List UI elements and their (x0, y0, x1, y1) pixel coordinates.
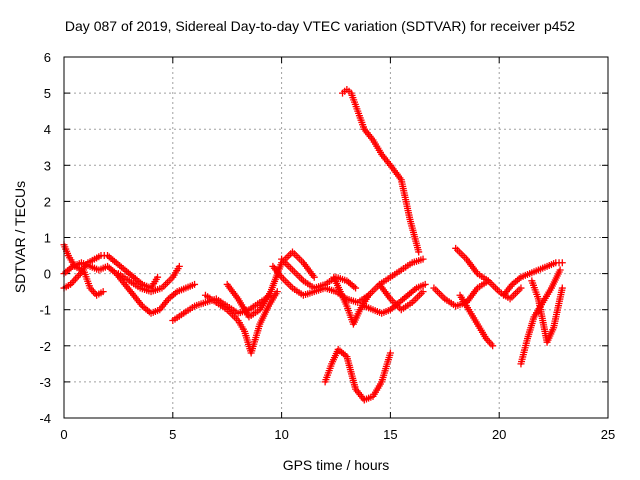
data-point (419, 288, 427, 296)
x-tick-label: 25 (601, 427, 615, 442)
data-point (99, 288, 107, 296)
data-point (365, 291, 373, 299)
x-tick-label: 15 (383, 427, 397, 442)
y-tick-label: 1 (44, 231, 51, 246)
data-point (310, 273, 318, 281)
data-point (352, 284, 360, 292)
y-tick-label: 6 (44, 50, 51, 65)
x-axis-label: GPS time / hours (282, 457, 390, 473)
y-tick-label: -1 (39, 303, 51, 318)
y-tick-label: -4 (39, 411, 51, 426)
x-tick-label: 5 (169, 427, 176, 442)
x-tick-label: 10 (274, 427, 288, 442)
data-point (415, 248, 423, 256)
data-point (419, 255, 427, 263)
data-point (556, 266, 564, 274)
y-axis-label: SDTVAR / TECUs (12, 180, 28, 294)
data-point (154, 273, 162, 281)
data-point (421, 280, 429, 288)
data-point (558, 284, 566, 292)
data-point (386, 349, 394, 357)
data-point (489, 342, 497, 350)
y-tick-label: 2 (44, 194, 51, 209)
y-tick-label: -2 (39, 339, 51, 354)
y-tick-label: -3 (39, 375, 51, 390)
y-tick-label: 5 (44, 86, 51, 101)
y-tick-label: 3 (44, 158, 51, 173)
x-tick-label: 20 (492, 427, 506, 442)
y-tick-label: 4 (44, 122, 51, 137)
grid-lines (64, 57, 608, 418)
data-point (517, 284, 525, 292)
data-points (60, 85, 566, 404)
data-point (273, 288, 281, 296)
data-point (175, 262, 183, 270)
y-tick-label: 0 (44, 267, 51, 282)
tick-labels: 0 5 10 15 20 25 -4 -3 -2 -1 0 1 2 3 4 5 6 (39, 50, 615, 442)
data-point (558, 259, 566, 267)
x-tick-label: 0 (60, 427, 67, 442)
data-point (191, 280, 199, 288)
plot-frame (63, 56, 609, 419)
chart-title: Day 087 of 2019, Sidereal Day-to-day VTE… (64, 18, 576, 34)
